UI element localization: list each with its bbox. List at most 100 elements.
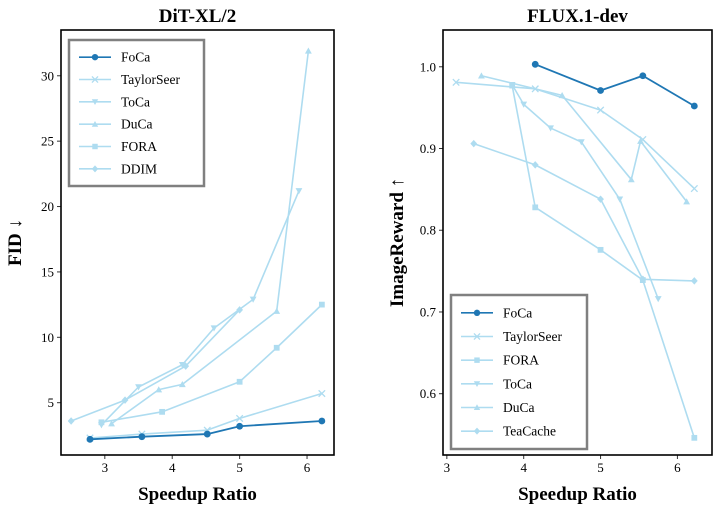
legend-label: DDIM xyxy=(121,161,157,176)
data-point xyxy=(509,82,516,89)
data-point xyxy=(520,101,528,108)
series-line xyxy=(100,190,300,426)
data-point xyxy=(683,198,691,205)
data-point xyxy=(98,422,105,429)
y-tick-label: 1.0 xyxy=(420,59,436,74)
data-point xyxy=(654,296,662,303)
data-point xyxy=(531,161,539,169)
series-duca xyxy=(108,47,312,427)
legend-marker xyxy=(91,53,99,61)
x-axis-label: Speedup Ratio xyxy=(518,484,637,505)
legend-marker xyxy=(91,76,99,83)
series-fora xyxy=(98,301,325,426)
legend-marker xyxy=(473,309,481,317)
data-point xyxy=(178,380,186,388)
y-tick-label: 25 xyxy=(41,134,54,149)
x-tick-label: 4 xyxy=(169,460,176,475)
series-teacache xyxy=(470,139,698,285)
data-point xyxy=(478,72,485,79)
data-point xyxy=(452,78,460,86)
plot-frame xyxy=(60,29,335,456)
data-point xyxy=(547,125,554,132)
y-tick-label: 0.8 xyxy=(420,223,436,238)
series-line xyxy=(534,63,695,107)
data-point xyxy=(597,195,604,203)
data-point xyxy=(639,135,647,144)
legend-label: ToCa xyxy=(121,94,150,109)
data-point xyxy=(318,417,326,425)
data-point xyxy=(627,176,635,183)
plot-frame xyxy=(442,29,713,456)
x-tick-label: 5 xyxy=(236,460,243,475)
legend-label: TaylorSeer xyxy=(121,72,181,87)
legend: FoCa TaylorSeer FORA ToCa DuCa TeaCache xyxy=(449,293,589,451)
x-axis-label: Speedup Ratio xyxy=(138,484,257,505)
x-tick-label: 4 xyxy=(520,460,527,475)
chart-title: DiT-XL/2 xyxy=(159,6,236,27)
data-point xyxy=(616,196,624,203)
data-point xyxy=(295,188,303,195)
chart-title: FLUX.1-dev xyxy=(527,6,628,27)
data-point xyxy=(159,408,166,415)
chart-2: FLUX.1-dev Speedup Ratio ImageReward ↑ 3 4 5 6… xyxy=(387,6,713,505)
data-point xyxy=(597,246,604,253)
legend-marker xyxy=(474,357,480,363)
data-point xyxy=(596,106,605,114)
x-tick-label: 3 xyxy=(102,460,109,475)
data-point xyxy=(637,137,644,144)
data-point xyxy=(273,344,280,351)
series-foca xyxy=(531,60,698,110)
legend-label: DuCa xyxy=(121,117,153,132)
data-point xyxy=(318,389,326,398)
data-point xyxy=(690,102,698,110)
series-toca xyxy=(508,82,662,303)
series-toca xyxy=(98,188,303,429)
data-point xyxy=(210,325,218,332)
legend-marker xyxy=(92,143,98,150)
data-point xyxy=(249,296,257,303)
data-point xyxy=(597,87,604,94)
series-line xyxy=(473,142,695,282)
y-tick-label: 15 xyxy=(41,264,54,279)
x-tick-label: 3 xyxy=(444,460,451,475)
legend-label: DuCa xyxy=(503,400,535,415)
legend-label: FORA xyxy=(121,139,157,154)
data-point xyxy=(203,430,211,438)
y-tick-label: 0.6 xyxy=(420,386,437,401)
legend-marker xyxy=(473,381,481,388)
legend: FoCa TaylorSeer ToCa DuCa FORA DDIM xyxy=(67,38,206,188)
y-tick-label: 10 xyxy=(41,330,54,345)
data-point xyxy=(236,378,243,385)
data-point xyxy=(690,184,699,193)
legend-marker xyxy=(473,427,481,435)
x-tick-label: 6 xyxy=(304,460,311,475)
y-axis-label: FID ↓ xyxy=(5,219,26,266)
legend-label: FORA xyxy=(503,353,539,368)
legend-box xyxy=(449,293,589,451)
y-tick-label: 0.7 xyxy=(420,304,437,319)
data-point xyxy=(235,414,244,423)
legend-marker xyxy=(91,165,99,173)
y-tick-label: 0.9 xyxy=(420,141,436,156)
legend-marker xyxy=(473,333,481,340)
data-point xyxy=(691,434,698,441)
chart-1: DiT-XL/2 Speedup Ratio FID ↓ 3 4 5 6 5 10 15 20 25 3… xyxy=(5,6,335,505)
series-taylorseer xyxy=(452,78,699,193)
series-taylorseer xyxy=(86,389,326,442)
data-point xyxy=(304,47,312,54)
series-foca xyxy=(86,417,326,443)
series-line xyxy=(101,304,323,424)
data-point xyxy=(135,384,142,391)
series-line xyxy=(481,74,688,203)
series-line xyxy=(455,81,695,190)
y-tick-label: 5 xyxy=(48,395,55,410)
data-point xyxy=(236,422,244,430)
legend-label: ToCa xyxy=(503,376,532,391)
data-point xyxy=(86,435,94,443)
data-point xyxy=(532,204,539,211)
series-duca xyxy=(478,72,691,205)
data-point xyxy=(318,301,325,308)
legend-label: FoCa xyxy=(503,305,532,320)
data-point xyxy=(470,139,478,148)
x-tick-label: 6 xyxy=(674,460,681,475)
